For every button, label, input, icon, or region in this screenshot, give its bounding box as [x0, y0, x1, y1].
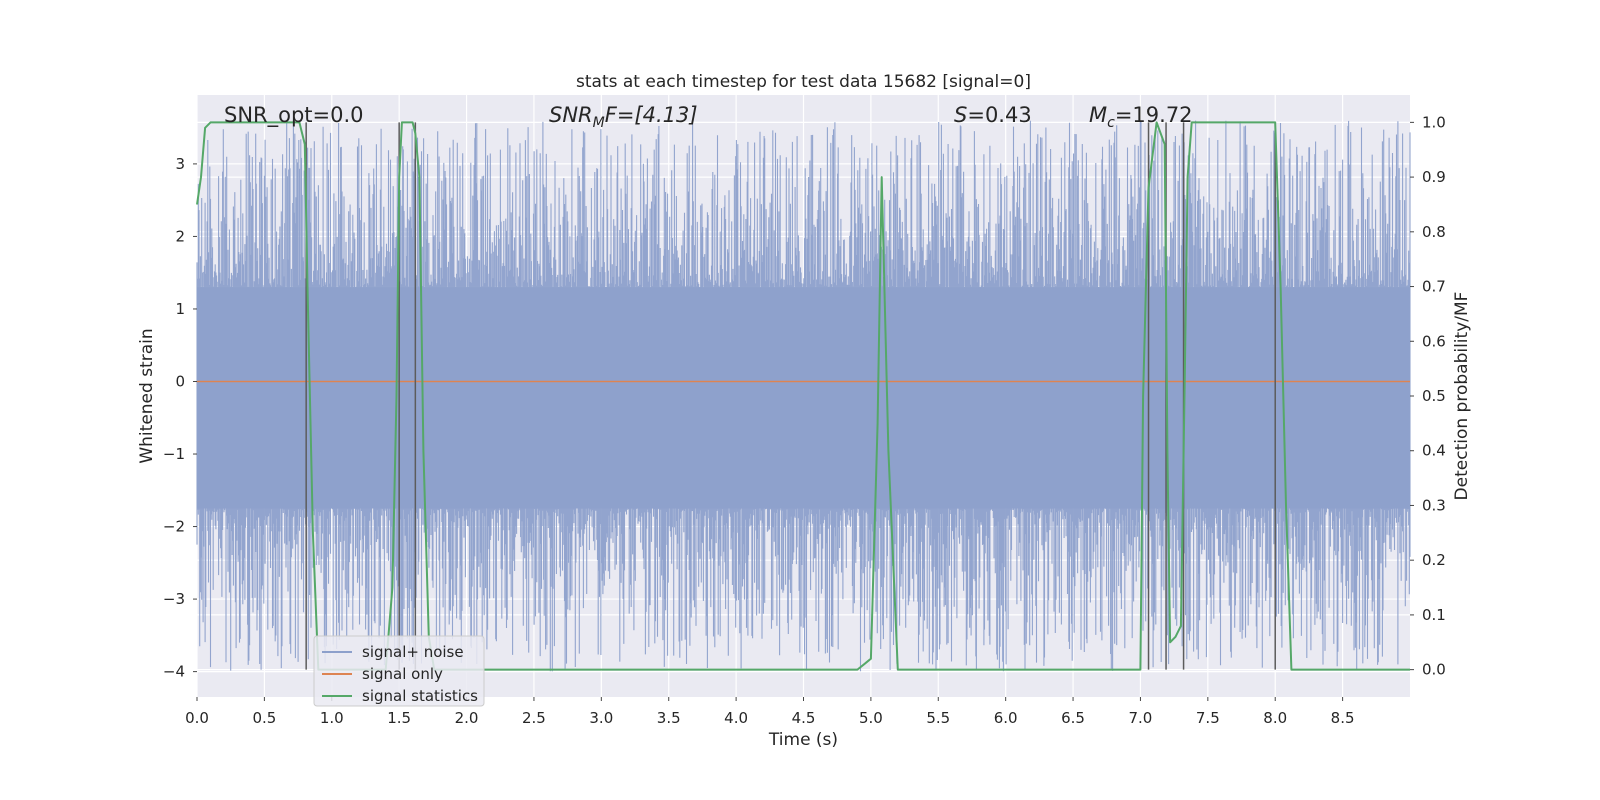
- x-tick-label: 0.5: [252, 709, 276, 727]
- annotation-snr-mf-base: SNR: [549, 103, 593, 127]
- series-signal-statistics: [196, 121, 1410, 671]
- y-tick-label: −3: [163, 590, 185, 608]
- x-tick-label: 8.5: [1331, 709, 1355, 727]
- y2-tick-label: 0.5: [1422, 387, 1446, 405]
- x-tick-label: 2.5: [522, 709, 546, 727]
- y2-tick-label: 0.4: [1422, 442, 1446, 460]
- y-tick-label: −1: [163, 445, 185, 463]
- y-tick-label: 1: [175, 300, 185, 318]
- x-tick-label: 1.0: [320, 709, 344, 727]
- x-tick-label: 4.0: [724, 709, 748, 727]
- x-tick-label: 6.0: [994, 709, 1018, 727]
- annotation-snr-opt: SNR_opt=0.0: [224, 103, 364, 128]
- annotation-mc: Mc=19.72: [1089, 103, 1193, 131]
- y2-tick-label: 0.9: [1422, 168, 1446, 186]
- x-tick-label: 3.5: [657, 709, 681, 727]
- y-axis-label: Whitened strain: [137, 328, 157, 463]
- y2-tick-label: 0.3: [1422, 496, 1446, 514]
- y2-tick-label: 0.7: [1422, 278, 1446, 296]
- chart-title: stats at each timestep for test data 156…: [576, 72, 1031, 92]
- y2-tick-label: 0.1: [1422, 606, 1446, 624]
- legend-label-signal-statistics: signal statistics: [362, 687, 478, 705]
- x-tick-label: 2.0: [455, 709, 479, 727]
- y2-tick-label: 0.2: [1422, 551, 1446, 569]
- annotation-s-symbol: S: [954, 103, 967, 127]
- y-tick-label: −4: [163, 663, 185, 681]
- x-tick-label: 3.0: [589, 709, 613, 727]
- x-tick-label: 0.0: [185, 709, 209, 727]
- y2-tick-label: 0.0: [1422, 661, 1446, 679]
- annotation-snr-mf-value: F=[4.13]: [605, 103, 698, 127]
- annotation-mc-value: =19.72: [1115, 103, 1193, 127]
- legend: signal+ noise signal only signal statist…: [313, 635, 485, 707]
- x-axis-label: Time (s): [768, 730, 838, 750]
- y-tick-label: 2: [175, 227, 185, 245]
- y2-axis-label: Detection probability/MF: [1452, 292, 1472, 501]
- x-tick-label: 7.0: [1129, 709, 1153, 727]
- x-tick-label: 8.0: [1263, 709, 1287, 727]
- legend-label-signal-noise: signal+ noise: [362, 643, 464, 661]
- annotation-mc-symbol: M: [1089, 103, 1107, 127]
- y2-tick-label: 0.8: [1422, 223, 1446, 241]
- x-tick-label: 5.0: [859, 709, 883, 727]
- annotation-mc-sub: c: [1107, 115, 1115, 131]
- annotation-snr-mf: SNRMF=[4.13]: [549, 103, 698, 131]
- y-tick-label: −2: [163, 518, 185, 536]
- annotation-snr-mf-sub: M: [593, 115, 605, 131]
- y-tick-label: 3: [175, 155, 185, 173]
- x-tick-label: 7.5: [1196, 709, 1220, 727]
- x-tick-label: 1.5: [387, 709, 411, 727]
- y-tick-label: 0: [175, 372, 185, 390]
- x-tick-label: 4.5: [792, 709, 816, 727]
- annotation-s: S=0.43: [954, 103, 1032, 127]
- tick-labels: 0.0 0.5 1.0 1.5 2.0 2.5 3.0 3.5 4.0 4.5 5.0 5.5 6.0 6…: [163, 113, 1446, 727]
- y2-tick-label: 1.0: [1422, 113, 1446, 131]
- legend-label-signal-only: signal only: [362, 665, 443, 683]
- annotation-s-value: =0.43: [967, 103, 1031, 127]
- legend-box: [313, 635, 485, 707]
- x-tick-label: 5.5: [926, 709, 950, 727]
- signal-statistics-line: [196, 121, 1410, 671]
- y2-tick-label: 0.6: [1422, 332, 1446, 350]
- x-tick-label: 6.5: [1061, 709, 1085, 727]
